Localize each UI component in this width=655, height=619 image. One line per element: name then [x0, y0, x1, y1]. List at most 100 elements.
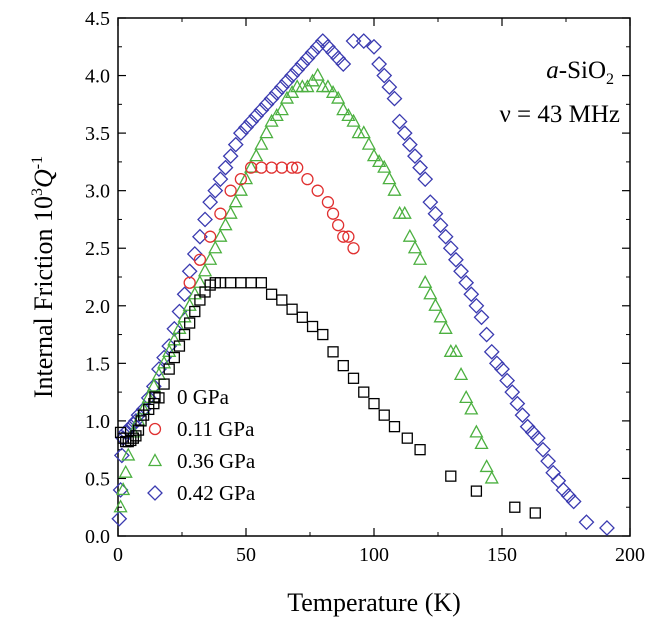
- y-tick-label: 1.0: [85, 411, 110, 433]
- data-point: [345, 33, 362, 49]
- material-annotation: a-SiO2: [546, 57, 614, 88]
- data-point: [321, 196, 335, 209]
- data-point: [524, 424, 541, 441]
- y-tick-label: 2.5: [85, 238, 110, 260]
- data-point: [423, 286, 438, 300]
- legend: 0 GPa 0.11 GPa 0.36 GPa 0.42 GPa: [147, 385, 256, 505]
- data-point: [279, 73, 295, 90]
- data-point: [347, 242, 360, 255]
- data-point: [341, 107, 356, 121]
- x-tick-label: 50: [236, 544, 256, 566]
- data-point: [540, 453, 556, 470]
- data-point: [422, 194, 439, 211]
- data-point: [509, 501, 521, 513]
- data-point: [202, 194, 219, 211]
- data-point: [228, 194, 243, 208]
- data-point: [371, 56, 388, 72]
- data-point: [207, 182, 224, 199]
- data-point: [437, 228, 454, 245]
- data-point: [417, 171, 434, 188]
- data-point: [301, 173, 314, 186]
- data-point: [189, 305, 201, 318]
- y-tick-label: 0.0: [85, 526, 110, 548]
- data-point: [181, 263, 198, 280]
- data-point: [135, 415, 147, 427]
- x-tick-label: 0: [113, 544, 123, 566]
- data-point: [382, 171, 397, 185]
- data-point: [238, 119, 254, 136]
- data-point: [245, 277, 257, 289]
- data-point: [168, 351, 180, 364]
- data-point: [317, 328, 329, 341]
- data-point: [529, 507, 541, 519]
- data-point: [235, 277, 247, 289]
- data-point: [458, 274, 475, 291]
- data-point: [463, 286, 480, 303]
- data-point: [183, 276, 196, 289]
- data-point: [285, 161, 299, 174]
- data-point: [427, 205, 444, 222]
- data-point: [253, 102, 270, 119]
- series-square: [114, 277, 541, 519]
- series-circle: [183, 161, 360, 289]
- data-point: [377, 159, 392, 173]
- data-point: [378, 409, 390, 421]
- data-point: [445, 470, 457, 482]
- data-point: [402, 228, 417, 242]
- data-point: [130, 430, 142, 442]
- data-point: [244, 161, 258, 174]
- data-point: [232, 125, 249, 142]
- data-point: [412, 159, 428, 176]
- data-point: [304, 44, 321, 61]
- data-point: [514, 407, 531, 424]
- data-point: [356, 125, 371, 139]
- data-point: [233, 182, 248, 196]
- x-axis-title: Temperature (K): [287, 588, 461, 617]
- data-point: [376, 67, 393, 84]
- x-tick-label: 200: [615, 544, 645, 566]
- data-point: [346, 113, 361, 127]
- data-point: [153, 392, 165, 404]
- data-point: [176, 286, 193, 303]
- data-point: [355, 33, 372, 49]
- legend-label: 0.42 GPa: [177, 481, 256, 505]
- data-point: [213, 228, 228, 242]
- legend-marker: [148, 422, 162, 436]
- data-point: [314, 33, 331, 49]
- data-point: [499, 372, 516, 389]
- data-point: [166, 320, 183, 337]
- data-point: [222, 148, 239, 165]
- data-point: [464, 401, 479, 415]
- data-point: [386, 90, 403, 107]
- axis-ticks: 0 50 100 150 200 0.0 0.5 1.0 1.5 2.0 2.5 3.0 3.5 4.0 4…: [85, 8, 645, 566]
- legend-marker: [149, 391, 161, 403]
- data-point: [173, 340, 186, 352]
- data-point: [468, 297, 485, 314]
- series-triangle: [113, 67, 499, 513]
- data-point: [428, 297, 443, 311]
- data-point: [265, 288, 278, 300]
- x-tick-label: 150: [487, 544, 517, 566]
- data-point: [414, 444, 426, 456]
- data-point: [208, 240, 223, 254]
- data-point: [335, 56, 352, 72]
- data-point: [337, 230, 350, 243]
- data-point: [258, 96, 275, 113]
- material-subscript: 2: [606, 71, 614, 88]
- y-tick-label: 4.0: [85, 66, 110, 88]
- data-point: [366, 38, 382, 55]
- data-point: [223, 205, 238, 219]
- y-tick-label: 2.0: [85, 296, 110, 318]
- frequency-annotation: ν = 43 MHz: [499, 101, 620, 128]
- data-point: [347, 372, 360, 384]
- data-point: [111, 510, 128, 527]
- data-point: [361, 136, 376, 150]
- data-point: [407, 148, 423, 165]
- data-point: [599, 520, 615, 536]
- data-point: [163, 363, 175, 375]
- data-point: [320, 79, 336, 93]
- y-tick-label: 0.5: [85, 468, 110, 490]
- data-point: [484, 470, 499, 484]
- data-point: [381, 79, 398, 95]
- data-point: [560, 487, 577, 504]
